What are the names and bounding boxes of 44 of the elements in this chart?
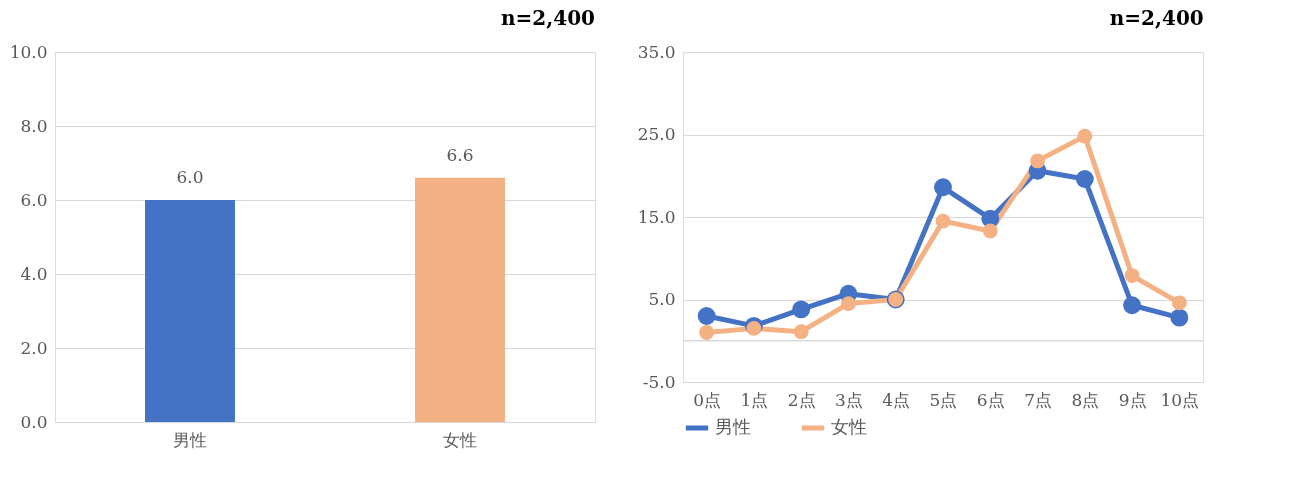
x-tick-label: 6点 bbox=[976, 389, 1005, 410]
y-tick-label: 5.0 bbox=[648, 289, 676, 309]
y-tick-label: 2.0 bbox=[20, 337, 48, 358]
y-tick-label: 15.0 bbox=[637, 206, 676, 227]
y-tick-label: 25.0 bbox=[637, 124, 676, 144]
x-tick-label: 5点 bbox=[929, 389, 958, 410]
y-tick-label: 4.0 bbox=[20, 263, 48, 284]
legend-label: 女性 bbox=[831, 416, 867, 437]
data-label: 6.6 bbox=[446, 144, 474, 165]
y-tick-label: 0.0 bbox=[20, 411, 48, 432]
point bbox=[935, 213, 951, 229]
point bbox=[934, 178, 952, 197]
point bbox=[697, 307, 716, 325]
x-tick-label: 1点 bbox=[740, 389, 769, 410]
point bbox=[1170, 308, 1189, 327]
y-tick-label: 10.0 bbox=[9, 41, 48, 62]
point bbox=[1124, 268, 1140, 283]
x-tick-label: 8点 bbox=[1071, 389, 1100, 410]
x-tick-label: 3点 bbox=[835, 389, 863, 410]
data-label: 6.0 bbox=[176, 167, 204, 187]
point bbox=[746, 320, 762, 336]
point bbox=[792, 300, 811, 319]
legend-label: 男性 bbox=[715, 416, 751, 437]
y-tick-label: -5.0 bbox=[642, 371, 676, 392]
x-tick-label: 10点 bbox=[1160, 389, 1200, 410]
x-tick-label: 7点 bbox=[1024, 389, 1052, 410]
y-tick-label: 6.0 bbox=[20, 189, 48, 210]
point bbox=[1171, 295, 1187, 311]
chart-title: n=2,400 bbox=[501, 6, 595, 30]
point bbox=[982, 223, 998, 239]
point bbox=[699, 325, 715, 340]
chart-title: n=2,400 bbox=[1109, 6, 1204, 30]
point bbox=[1075, 170, 1094, 188]
y-tick-label: 8.0 bbox=[20, 115, 48, 136]
y-tick-label: 35.0 bbox=[637, 41, 676, 62]
point bbox=[1030, 153, 1045, 169]
x-tick-label: 2点 bbox=[787, 389, 816, 410]
x-tick-label: 9点 bbox=[1118, 389, 1147, 410]
x-tick-label: 0点 bbox=[693, 389, 722, 410]
x-tick-label: 4点 bbox=[882, 389, 911, 410]
point bbox=[1077, 128, 1093, 144]
point bbox=[793, 324, 809, 340]
point bbox=[1123, 296, 1142, 315]
point bbox=[841, 296, 856, 312]
